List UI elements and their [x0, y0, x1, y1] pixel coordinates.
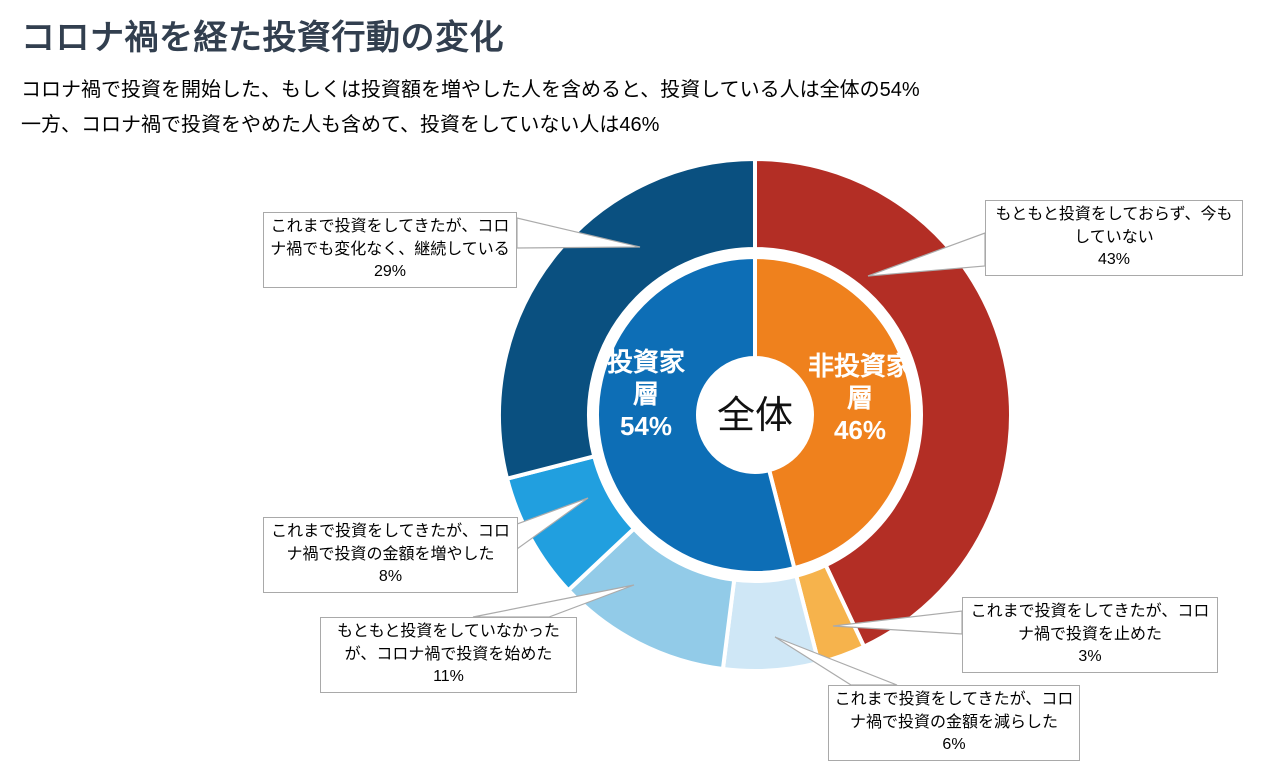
callout-29pct: これまで投資をしてきたが、コロ ナ禍でも変化なく、継続している 29%	[263, 212, 517, 289]
callout-3pct: これまで投資をしてきたが、コロ ナ禍で投資を止めた 3%	[962, 597, 1218, 674]
callout-29pct-pointer	[516, 217, 641, 249]
header: コロナ禍を経た投資行動の変化 コロナ禍で投資を開始した、もしくは投資額を増やした…	[21, 10, 1261, 147]
callout-6pct: これまで投資をしてきたが、コロ ナ禍で投資の金額を減らした 6%	[828, 685, 1080, 762]
callout-11pct: もともと投資をしていなかった が、コロナ禍で投資を始めた 11%	[320, 617, 577, 694]
subtitle-line-2: 一方、コロナ禍で投資をやめた人も含めて、投資をしていない人は46%	[21, 114, 660, 136]
center-label: 全体	[717, 395, 793, 437]
outer-segment-29pct	[497, 156, 757, 482]
inner-segment-54pct	[595, 254, 797, 575]
page-title: コロナ禍を経た投資行動の変化	[21, 19, 504, 57]
subtitle-line-1: コロナ禍で投資を開始した、もしくは投資額を増やした人を含めると、投資している人は…	[21, 79, 920, 101]
callout-43pct: もともと投資をしておらず、今も していない 43%	[985, 200, 1243, 277]
inner-ring-label-line: 投資家	[607, 347, 685, 377]
inner-ring-label-line: 非投資家	[808, 351, 912, 381]
inner-ring-label-line: 46%	[834, 415, 886, 445]
inner-segment-46pct	[753, 254, 915, 571]
inner-ring-label-54pct: 投資家層 54%	[607, 347, 685, 441]
inner-ring-label-line: 層	[633, 379, 659, 409]
inner-ring-label-line: 54%	[620, 411, 672, 441]
callout-8pct: これまで投資をしてきたが、コロ ナ禍で投資の金額を増やした 8%	[263, 517, 518, 594]
inner-ring-label-line: 層	[847, 383, 873, 413]
inner-ring-label-46pct: 非投資家層 46%	[808, 351, 912, 445]
